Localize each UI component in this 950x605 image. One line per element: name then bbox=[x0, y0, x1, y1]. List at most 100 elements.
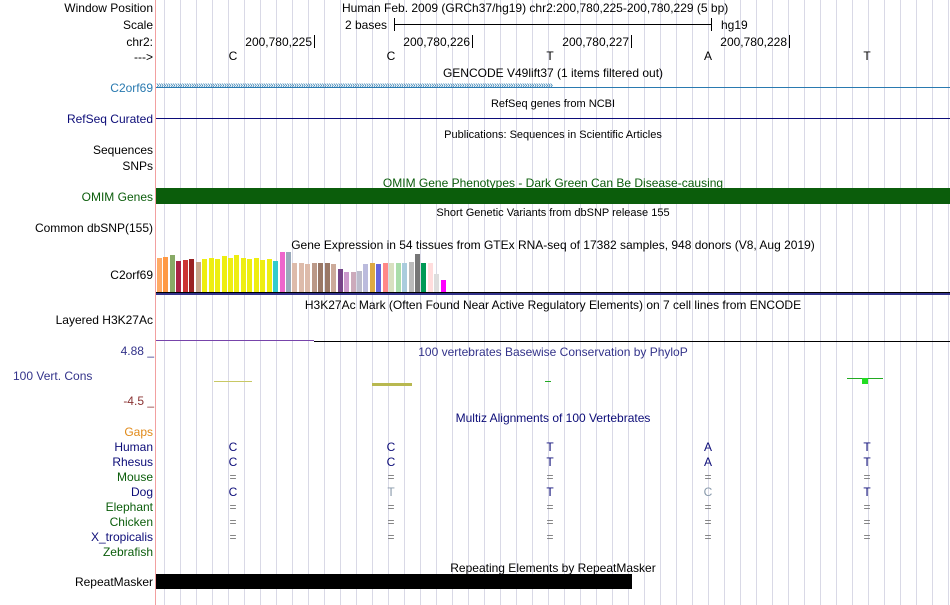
gtex-tissue-bar[interactable] bbox=[428, 263, 433, 292]
omim-track-label[interactable]: OMIM Genes bbox=[81, 190, 153, 204]
omim-gene-bar[interactable] bbox=[156, 188, 950, 204]
gtex-tissue-bar[interactable] bbox=[441, 280, 446, 292]
gtex-tissue-bar[interactable] bbox=[280, 252, 285, 292]
dbsnp-track-label[interactable]: Common dbSNP(155) bbox=[34, 221, 153, 235]
multiz-base: = bbox=[229, 530, 237, 544]
scale-bar bbox=[394, 24, 711, 25]
gtex-tissue-bar[interactable] bbox=[351, 272, 356, 292]
base-grid bbox=[156, 0, 950, 605]
multiz-species-label[interactable]: X_tropicalis bbox=[90, 530, 153, 544]
gtex-tissue-bar[interactable] bbox=[299, 263, 304, 292]
gtex-tissue-bar[interactable] bbox=[396, 263, 401, 292]
multiz-base: = bbox=[546, 530, 554, 544]
gencode-item-label[interactable]: C2orf69 bbox=[110, 81, 153, 95]
refseq-track-label[interactable]: RefSeq Curated bbox=[66, 112, 153, 126]
grid-line bbox=[388, 0, 389, 605]
gtex-tissue-bar[interactable] bbox=[170, 255, 175, 292]
gtex-tissue-bar[interactable] bbox=[402, 263, 407, 292]
gtex-tissue-bar[interactable] bbox=[222, 256, 227, 292]
h3k27ac-signal[interactable] bbox=[156, 340, 314, 341]
gtex-tissue-bar[interactable] bbox=[196, 262, 201, 292]
gtex-tissue-bar[interactable] bbox=[434, 274, 439, 292]
multiz-species-label[interactable]: Dog bbox=[130, 485, 153, 499]
grid-line bbox=[900, 0, 901, 605]
gtex-tissue-bar[interactable] bbox=[338, 269, 343, 292]
gtex-bar-chart[interactable] bbox=[157, 252, 537, 292]
multiz-base: = bbox=[229, 500, 237, 514]
gtex-tissue-bar[interactable] bbox=[370, 263, 375, 292]
gtex-tissue-bar[interactable] bbox=[247, 259, 252, 292]
gtex-tissue-bar[interactable] bbox=[183, 260, 188, 292]
multiz-species-label[interactable]: Human bbox=[114, 440, 153, 454]
side-label-separator bbox=[155, 0, 156, 605]
gencode-gene-feature[interactable]: ››››››››››››››››››››››››››››››››››››››››… bbox=[156, 80, 950, 94]
gtex-tissue-bar[interactable] bbox=[325, 263, 330, 292]
gtex-tissue-bar[interactable] bbox=[305, 264, 310, 292]
grid-line bbox=[948, 0, 949, 605]
gtex-tissue-bar[interactable] bbox=[254, 258, 259, 292]
repeatmasker-track-label[interactable]: RepeatMasker bbox=[74, 575, 153, 589]
grid-line bbox=[228, 0, 229, 605]
gtex-tissue-bar[interactable] bbox=[292, 263, 297, 292]
phylop-score-mark bbox=[862, 378, 868, 384]
ruler-tick bbox=[314, 35, 315, 48]
gtex-tissue-bar[interactable] bbox=[389, 263, 394, 292]
gtex-tissue-bar[interactable] bbox=[260, 260, 265, 292]
grid-line bbox=[820, 0, 821, 605]
refseq-gene-line[interactable] bbox=[156, 118, 950, 119]
multiz-species-label[interactable]: Elephant bbox=[105, 500, 153, 514]
grid-line bbox=[724, 0, 725, 605]
multiz-gaps-label[interactable]: Gaps bbox=[124, 425, 153, 439]
gtex-tissue-bar[interactable] bbox=[163, 257, 168, 292]
gtex-tissue-bar[interactable] bbox=[176, 261, 181, 292]
gtex-tissue-bar[interactable] bbox=[209, 258, 214, 292]
h3k27ac-track-label[interactable]: Layered H3K27Ac bbox=[55, 313, 153, 327]
gtex-tissue-bar[interactable] bbox=[331, 264, 336, 292]
grid-line bbox=[852, 0, 853, 605]
dbsnp-track-title: Short Genetic Variants from dbSNP releas… bbox=[436, 207, 670, 219]
gtex-tissue-bar[interactable] bbox=[215, 259, 220, 292]
gtex-tissue-bar[interactable] bbox=[228, 258, 233, 292]
gtex-track-label[interactable]: C2orf69 bbox=[110, 268, 153, 282]
multiz-species-label[interactable]: Zebrafish bbox=[102, 545, 153, 559]
gtex-tissue-bar[interactable] bbox=[363, 264, 368, 292]
multiz-species-label[interactable]: Mouse bbox=[116, 470, 153, 484]
gtex-tissue-bar[interactable] bbox=[409, 262, 414, 292]
gtex-tissue-bar[interactable] bbox=[421, 263, 426, 292]
gtex-track-title: Gene Expression in 54 tissues from GTEx … bbox=[291, 238, 815, 252]
publications-label-sequences[interactable]: Sequences bbox=[92, 143, 153, 157]
repeatmasker-element[interactable] bbox=[156, 574, 632, 589]
window-position-label: Window Position bbox=[64, 1, 153, 15]
gtex-tissue-bar[interactable] bbox=[202, 259, 207, 292]
gtex-tissue-bar[interactable] bbox=[234, 255, 239, 292]
multiz-base: C bbox=[386, 455, 396, 469]
gtex-tissue-bar[interactable] bbox=[286, 252, 291, 292]
multiz-species-label[interactable]: Rhesus bbox=[112, 455, 153, 469]
strand-chevrons: ››››››››››››››››››››››››››››››››››››››››… bbox=[156, 80, 553, 91]
multiz-base: = bbox=[704, 530, 712, 544]
grid-line bbox=[708, 0, 709, 605]
gtex-tissue-bar[interactable] bbox=[383, 263, 388, 292]
publications-label-snps[interactable]: SNPs bbox=[122, 159, 153, 173]
gtex-tissue-bar[interactable] bbox=[241, 258, 246, 292]
reference-base: T bbox=[546, 49, 554, 63]
ruler-position-label: 200,780,227 bbox=[562, 35, 629, 49]
chrom-label: chr2: bbox=[126, 35, 153, 49]
gencode-track-title: GENCODE V49lift37 (1 items filtered out) bbox=[442, 66, 664, 80]
gtex-tissue-bar[interactable] bbox=[318, 263, 323, 292]
gtex-tissue-bar[interactable] bbox=[415, 254, 420, 292]
gtex-tissue-bar[interactable] bbox=[357, 271, 362, 292]
gtex-tissue-bar[interactable] bbox=[267, 259, 272, 292]
gtex-tissue-bar[interactable] bbox=[189, 259, 194, 292]
gtex-baseline bbox=[156, 292, 950, 293]
gtex-tissue-bar[interactable] bbox=[273, 261, 278, 292]
ruler-tick bbox=[472, 35, 473, 48]
gtex-tissue-bar[interactable] bbox=[376, 264, 381, 292]
multiz-species-label[interactable]: Chicken bbox=[109, 515, 153, 529]
gtex-tissue-bar[interactable] bbox=[157, 258, 162, 292]
gtex-tissue-bar[interactable] bbox=[312, 263, 317, 292]
grid-line bbox=[932, 0, 933, 605]
phylop-track-label[interactable]: 100 Vert. Cons bbox=[13, 369, 93, 383]
ruler-tick bbox=[631, 35, 632, 48]
gtex-tissue-bar[interactable] bbox=[344, 272, 349, 292]
